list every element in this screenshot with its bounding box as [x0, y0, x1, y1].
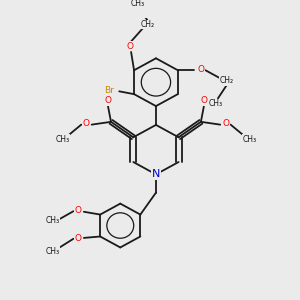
Text: O: O	[200, 96, 207, 105]
Text: O: O	[74, 234, 81, 243]
Text: CH₃: CH₃	[46, 247, 60, 256]
Text: N: N	[152, 169, 160, 179]
Text: O: O	[104, 96, 112, 105]
Text: Br: Br	[104, 86, 114, 95]
Text: CH₃: CH₃	[209, 99, 223, 108]
Text: CH₃: CH₃	[46, 216, 60, 225]
Text: O: O	[197, 65, 205, 74]
Text: CH₃: CH₃	[56, 135, 70, 144]
Text: CH₂: CH₂	[220, 76, 234, 85]
Text: O: O	[83, 119, 90, 128]
Text: CH₂: CH₂	[140, 20, 154, 29]
Text: O: O	[127, 42, 134, 51]
Text: O: O	[222, 119, 229, 128]
Text: CH₃: CH₃	[130, 0, 145, 8]
Text: O: O	[74, 206, 81, 215]
Text: CH₃: CH₃	[242, 135, 256, 144]
